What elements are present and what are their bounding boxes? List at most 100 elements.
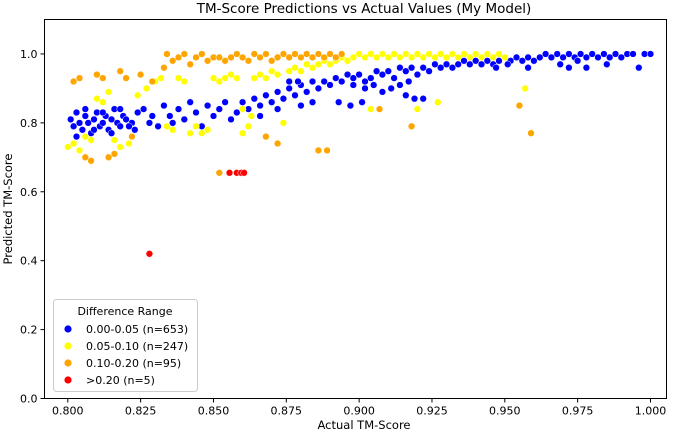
data-point-s1-45	[215, 105, 223, 113]
data-point-s1-47	[227, 115, 235, 124]
data-point-s1-137	[256, 112, 264, 120]
data-point-s2-47	[343, 57, 352, 65]
data-point-s1-112	[606, 53, 614, 62]
legend-marker-2	[64, 342, 72, 350]
data-point-s1-6	[81, 112, 89, 120]
data-point-s2-73	[495, 50, 503, 58]
legend-label-4: >0.20 (n=5)	[86, 374, 155, 387]
data-point-s1-12	[99, 119, 107, 127]
data-point-s3-13	[148, 77, 156, 86]
data-point-s3-26	[227, 53, 235, 62]
data-point-s1-127	[524, 64, 532, 72]
data-point-s1-62	[314, 84, 323, 93]
data-point-s3-51	[375, 105, 384, 113]
data-point-s2-29	[238, 129, 247, 137]
y-tick-label-1: 0.0	[20, 393, 38, 406]
data-point-s2-78	[413, 105, 422, 113]
data-point-s1-53	[262, 91, 270, 99]
data-point-s2-37	[285, 67, 293, 75]
data-point-s1-3	[72, 108, 81, 117]
data-point-s2-55	[390, 50, 398, 58]
data-point-s1-69	[355, 70, 363, 79]
data-point-s2-69	[472, 50, 480, 58]
data-point-s1-38	[174, 105, 183, 113]
data-point-s1-120	[556, 60, 564, 68]
data-point-s3-7	[104, 153, 113, 161]
data-point-s3-18	[180, 50, 188, 58]
data-point-s1-142	[370, 81, 378, 89]
data-point-s1-48	[233, 108, 241, 117]
x-tick-label-4: 0.875	[271, 405, 303, 418]
data-point-s1-97	[518, 57, 526, 65]
data-point-s1-144	[387, 84, 395, 93]
legend-label-3: 0.10-0.20 (n=95)	[86, 357, 181, 370]
data-point-s2-48	[349, 53, 357, 62]
data-points	[64, 50, 655, 258]
data-point-s3-1	[69, 77, 78, 86]
data-point-s3-50	[323, 146, 331, 155]
data-point-s2-33	[262, 74, 270, 82]
data-point-s4-2	[225, 169, 234, 177]
data-point-s1-79	[413, 70, 422, 79]
data-point-s2-8	[104, 88, 113, 96]
y-tick-label-3: 0.4	[20, 255, 38, 268]
data-point-s2-2	[69, 139, 78, 148]
data-point-s1-56	[279, 95, 288, 103]
y-tick-label-6: 1.0	[20, 48, 38, 61]
data-point-s1-113	[611, 50, 620, 58]
data-point-s1-15	[107, 115, 116, 124]
data-point-s1-100	[536, 53, 544, 62]
data-point-s1-26	[90, 126, 98, 134]
data-point-s1-101	[541, 50, 550, 58]
data-point-s1-22	[131, 126, 139, 134]
data-point-s2-53	[378, 50, 387, 58]
data-point-s1-133	[358, 98, 366, 106]
data-point-s1-61	[308, 77, 317, 86]
data-point-s2-1	[64, 143, 72, 151]
data-point-s2-28	[233, 74, 241, 82]
data-point-s2-32	[256, 70, 264, 79]
data-point-s1-23	[134, 108, 142, 117]
data-point-s2-16	[163, 122, 171, 130]
data-point-s2-79	[238, 105, 247, 113]
data-point-s1-98	[524, 53, 532, 62]
data-point-s1-4	[75, 119, 84, 127]
data-point-s3-40	[308, 53, 317, 62]
data-point-s3-54	[527, 129, 535, 137]
data-point-s1-109	[588, 50, 596, 58]
data-point-s2-41	[308, 64, 317, 72]
data-point-s2-60	[419, 53, 427, 62]
y-axis-ticks: 0.0 0.2 0.4 0.6 0.8 1.0	[20, 48, 45, 406]
data-point-s1-2	[69, 122, 78, 130]
data-point-s2-9	[110, 136, 119, 144]
data-point-s1-132	[346, 101, 355, 110]
data-point-s1-104	[559, 53, 567, 62]
data-point-s1-130	[419, 95, 427, 103]
data-point-s1-25	[81, 105, 89, 113]
data-point-s1-96	[512, 53, 521, 62]
data-point-s2-39	[297, 67, 305, 75]
data-point-s1-129	[410, 95, 419, 103]
plot-frame	[44, 19, 667, 399]
data-point-s2-76	[434, 98, 442, 106]
data-point-s2-75	[521, 84, 529, 93]
data-point-s3-33	[268, 57, 276, 65]
data-point-s2-12	[134, 91, 142, 99]
data-point-s3-4	[87, 157, 95, 165]
data-point-s1-102	[547, 53, 556, 62]
data-point-s1-58	[291, 91, 299, 99]
data-point-s3-37	[291, 50, 299, 58]
data-point-s4-5	[240, 169, 248, 177]
data-point-s1-138	[285, 77, 293, 86]
data-point-s1-75	[390, 74, 398, 82]
data-point-s3-49	[314, 146, 323, 155]
data-point-s1-41	[192, 108, 200, 117]
x-tick-label-7: 0.950	[489, 405, 521, 418]
data-point-s1-40	[186, 98, 194, 106]
data-point-s2-36	[279, 119, 288, 127]
data-point-s1-122	[573, 57, 582, 65]
x-tick-label-8: 0.975	[562, 405, 594, 418]
data-point-s2-50	[361, 53, 369, 62]
data-point-s1-116	[629, 50, 637, 58]
